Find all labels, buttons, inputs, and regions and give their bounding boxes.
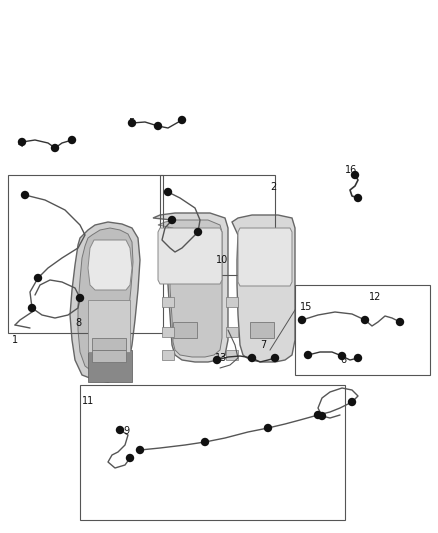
Circle shape — [354, 354, 361, 361]
Circle shape — [28, 304, 35, 311]
Circle shape — [77, 295, 84, 302]
Bar — [295, 285, 430, 375]
Circle shape — [354, 195, 361, 201]
Circle shape — [396, 319, 403, 326]
Bar — [173, 322, 197, 338]
Bar — [92, 350, 126, 362]
Text: 2: 2 — [270, 182, 276, 192]
Circle shape — [272, 354, 279, 361]
Circle shape — [21, 191, 28, 198]
Bar — [160, 175, 275, 275]
Text: 1: 1 — [12, 335, 18, 345]
Polygon shape — [88, 350, 132, 382]
Circle shape — [299, 317, 305, 324]
Bar — [80, 385, 345, 520]
Circle shape — [165, 189, 172, 196]
Circle shape — [117, 426, 124, 433]
Circle shape — [213, 357, 220, 364]
Circle shape — [68, 136, 75, 143]
Circle shape — [248, 354, 255, 361]
Circle shape — [339, 352, 346, 359]
Polygon shape — [232, 215, 295, 362]
Circle shape — [194, 229, 201, 236]
Circle shape — [155, 123, 162, 130]
Circle shape — [18, 139, 25, 146]
Polygon shape — [70, 222, 140, 382]
Text: 16: 16 — [345, 165, 357, 175]
Text: 11: 11 — [82, 396, 94, 406]
Text: 9: 9 — [123, 426, 129, 436]
Text: 10: 10 — [216, 255, 228, 265]
Polygon shape — [78, 228, 133, 374]
Text: 6: 6 — [340, 355, 346, 365]
Bar — [92, 338, 126, 350]
Circle shape — [265, 424, 272, 432]
Bar — [88, 300, 130, 352]
Circle shape — [318, 413, 325, 419]
Circle shape — [201, 439, 208, 446]
Bar — [162, 327, 174, 337]
Circle shape — [35, 274, 42, 281]
Bar — [8, 175, 163, 333]
Circle shape — [314, 411, 321, 418]
Polygon shape — [158, 220, 222, 357]
Polygon shape — [88, 240, 132, 290]
Bar — [162, 350, 174, 360]
Bar — [250, 322, 274, 338]
Text: 4: 4 — [18, 139, 24, 149]
Circle shape — [127, 455, 134, 462]
Polygon shape — [158, 228, 222, 284]
Bar — [226, 327, 238, 337]
Polygon shape — [238, 228, 292, 286]
Bar — [226, 350, 238, 360]
Text: 7: 7 — [260, 340, 266, 350]
Circle shape — [52, 144, 59, 151]
Bar — [226, 297, 238, 307]
Circle shape — [137, 447, 144, 454]
Circle shape — [361, 317, 368, 324]
Polygon shape — [153, 213, 228, 362]
Text: 15: 15 — [300, 302, 312, 312]
Bar — [162, 297, 174, 307]
Text: 5: 5 — [128, 118, 134, 128]
Circle shape — [304, 351, 311, 359]
Circle shape — [128, 119, 135, 126]
Text: 8: 8 — [75, 318, 81, 328]
Circle shape — [349, 399, 356, 406]
Text: 13: 13 — [215, 353, 227, 363]
Circle shape — [352, 172, 358, 179]
Circle shape — [179, 117, 186, 124]
Circle shape — [169, 216, 176, 223]
Text: 12: 12 — [369, 292, 381, 302]
